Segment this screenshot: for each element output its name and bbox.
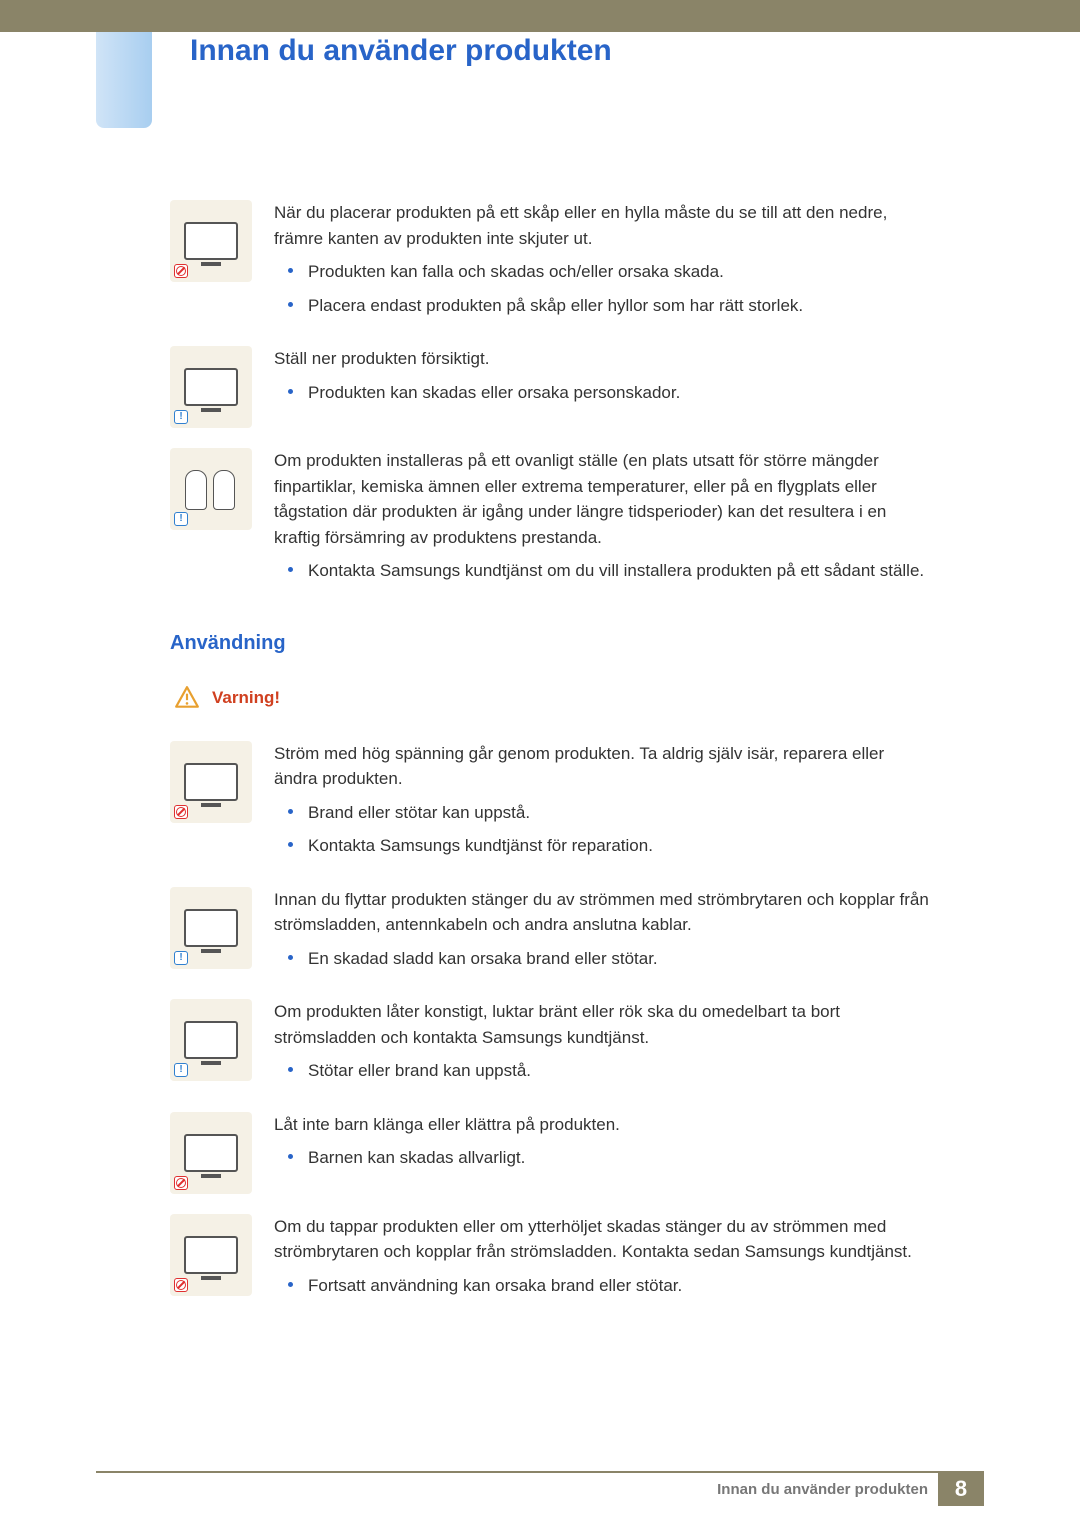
safety-intro: Innan du flyttar produkten stänger du av… bbox=[274, 887, 930, 938]
safety-text: Om produkten låter konstigt, luktar brän… bbox=[274, 999, 930, 1092]
safety-intro: Om du tappar produkten eller om ytterhöl… bbox=[274, 1214, 930, 1265]
footer-section-label: Innan du använder produkten bbox=[717, 1481, 938, 1498]
page-title: Innan du använder produkten bbox=[190, 34, 612, 68]
safety-thumbnail bbox=[170, 887, 252, 969]
safety-bullet: Brand eller stötar kan uppstå. bbox=[304, 800, 930, 826]
page-number: 8 bbox=[938, 1472, 984, 1506]
safety-block: Låt inte barn klänga eller klättra på pr… bbox=[170, 1112, 930, 1194]
safety-text: När du placerar produkten på ett skåp el… bbox=[274, 200, 930, 326]
safety-intro: När du placerar produkten på ett skåp el… bbox=[274, 200, 930, 251]
prohibit-icon bbox=[174, 805, 188, 819]
safety-intro: Ställ ner produkten försiktigt. bbox=[274, 346, 930, 372]
safety-text: Ström med hög spänning går genom produkt… bbox=[274, 741, 930, 867]
safety-bullet: Kontakta Samsungs kundtjänst om du vill … bbox=[304, 558, 930, 584]
prohibit-icon bbox=[174, 1278, 188, 1292]
safety-block: Om produkten låter konstigt, luktar brän… bbox=[170, 999, 930, 1092]
header-bar bbox=[0, 0, 1080, 32]
left-accent-tab bbox=[96, 32, 152, 128]
safety-block: Innan du flyttar produkten stänger du av… bbox=[170, 887, 930, 980]
safety-block: Ström med hög spänning går genom produkt… bbox=[170, 741, 930, 867]
section-heading: Användning bbox=[170, 632, 930, 655]
safety-thumbnail bbox=[170, 346, 252, 428]
safety-bullet: En skadad sladd kan orsaka brand eller s… bbox=[304, 946, 930, 972]
caution-icon bbox=[174, 410, 188, 424]
safety-thumbnail bbox=[170, 1112, 252, 1194]
safety-bullet: Stötar eller brand kan uppstå. bbox=[304, 1058, 930, 1084]
safety-thumbnail bbox=[170, 1214, 252, 1296]
safety-intro: Om produkten låter konstigt, luktar brän… bbox=[274, 999, 930, 1050]
page-footer: Innan du använder produkten 8 bbox=[96, 1471, 984, 1505]
page-content: När du placerar produkten på ett skåp el… bbox=[170, 200, 930, 1326]
safety-intro: Ström med hög spänning går genom produkt… bbox=[274, 741, 930, 792]
safety-text: Om du tappar produkten eller om ytterhöl… bbox=[274, 1214, 930, 1307]
safety-bullet: Kontakta Samsungs kundtjänst för reparat… bbox=[304, 833, 930, 859]
safety-block: Ställ ner produkten försiktigt. Produkte… bbox=[170, 346, 930, 428]
safety-bullet: Produkten kan skadas eller orsaka person… bbox=[304, 380, 930, 406]
warning-row: Varning! bbox=[170, 685, 930, 711]
prohibit-icon bbox=[174, 1176, 188, 1190]
safety-thumbnail bbox=[170, 999, 252, 1081]
warning-label: Varning! bbox=[212, 688, 280, 708]
safety-block: När du placerar produkten på ett skåp el… bbox=[170, 200, 930, 326]
safety-intro: Låt inte barn klänga eller klättra på pr… bbox=[274, 1112, 930, 1138]
safety-block: Om produkten installeras på ett ovanligt… bbox=[170, 448, 930, 592]
safety-text: Låt inte barn klänga eller klättra på pr… bbox=[274, 1112, 930, 1179]
safety-bullet: Produkten kan falla och skadas och/eller… bbox=[304, 259, 930, 285]
safety-bullet: Barnen kan skadas allvarligt. bbox=[304, 1145, 930, 1171]
safety-thumbnail bbox=[170, 200, 252, 282]
safety-block: Om du tappar produkten eller om ytterhöl… bbox=[170, 1214, 930, 1307]
safety-thumbnail bbox=[170, 741, 252, 823]
safety-intro: Om produkten installeras på ett ovanligt… bbox=[274, 448, 930, 550]
prohibit-icon bbox=[174, 264, 188, 278]
safety-text: Ställ ner produkten försiktigt. Produkte… bbox=[274, 346, 930, 413]
safety-thumbnail bbox=[170, 448, 252, 530]
caution-icon bbox=[174, 951, 188, 965]
caution-icon bbox=[174, 512, 188, 526]
warning-triangle-icon bbox=[174, 685, 200, 711]
safety-bullet: Fortsatt användning kan orsaka brand ell… bbox=[304, 1273, 930, 1299]
safety-bullet: Placera endast produkten på skåp eller h… bbox=[304, 293, 930, 319]
safety-text: Om produkten installeras på ett ovanligt… bbox=[274, 448, 930, 592]
safety-text: Innan du flyttar produkten stänger du av… bbox=[274, 887, 930, 980]
caution-icon bbox=[174, 1063, 188, 1077]
